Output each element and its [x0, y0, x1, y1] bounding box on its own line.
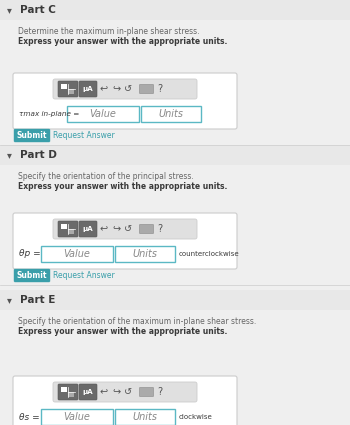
FancyBboxPatch shape	[14, 129, 50, 142]
Text: Value: Value	[90, 109, 117, 119]
FancyBboxPatch shape	[13, 73, 237, 129]
FancyBboxPatch shape	[58, 81, 78, 97]
Bar	[61, 387, 67, 392]
Bar	[61, 224, 67, 229]
Bar	[0, 20, 350, 145]
Text: ↩: ↩	[100, 84, 108, 94]
Text: ↩: ↩	[100, 224, 108, 234]
Text: Part D: Part D	[20, 150, 57, 160]
Text: ↪: ↪	[112, 387, 120, 397]
Text: Express your answer with the appropriate units.: Express your answer with the appropriate…	[18, 37, 228, 45]
Text: ↪: ↪	[112, 224, 120, 234]
FancyBboxPatch shape	[13, 213, 237, 269]
Bar	[115, 246, 175, 262]
Bar	[68, 229, 74, 234]
Text: Specify the orientation of the maximum in-plane shear stress.: Specify the orientation of the maximum i…	[18, 317, 256, 326]
Text: μA: μA	[83, 86, 93, 92]
Text: Value: Value	[64, 412, 90, 422]
FancyBboxPatch shape	[14, 269, 50, 282]
FancyBboxPatch shape	[58, 384, 78, 400]
FancyBboxPatch shape	[140, 388, 154, 397]
Bar	[68, 392, 74, 397]
FancyBboxPatch shape	[53, 79, 197, 99]
Text: Request Answer: Request Answer	[53, 271, 115, 280]
FancyBboxPatch shape	[53, 219, 197, 239]
FancyBboxPatch shape	[140, 85, 154, 94]
Text: Part C: Part C	[20, 5, 56, 15]
FancyBboxPatch shape	[79, 81, 97, 97]
Text: Part E: Part E	[20, 295, 55, 305]
FancyBboxPatch shape	[140, 224, 154, 233]
Bar	[0, 310, 350, 425]
Text: counterclockwise: counterclockwise	[179, 251, 240, 257]
FancyBboxPatch shape	[79, 384, 97, 400]
Text: Submit: Submit	[17, 131, 47, 140]
Bar	[68, 89, 74, 94]
Text: ↺: ↺	[124, 387, 132, 397]
Text: Request Answer: Request Answer	[53, 131, 115, 140]
Text: ↺: ↺	[124, 224, 132, 234]
Text: ▾: ▾	[7, 295, 12, 305]
Text: ?: ?	[158, 84, 162, 94]
Text: ▾: ▾	[7, 150, 12, 160]
Text: μA: μA	[83, 226, 93, 232]
Bar	[41, 246, 113, 262]
Text: Units: Units	[133, 249, 158, 259]
FancyBboxPatch shape	[13, 376, 237, 425]
Text: ?: ?	[158, 224, 162, 234]
Text: ▾: ▾	[7, 5, 12, 15]
Text: μA: μA	[83, 389, 93, 395]
Bar	[67, 106, 139, 122]
FancyBboxPatch shape	[53, 382, 197, 402]
Text: θs =: θs =	[19, 413, 40, 422]
Bar	[0, 0, 350, 20]
Text: Express your answer with the appropriate units.: Express your answer with the appropriate…	[18, 181, 228, 190]
Text: clockwise: clockwise	[179, 414, 213, 420]
Text: ↪: ↪	[112, 84, 120, 94]
Text: τmax in-plane =: τmax in-plane =	[19, 111, 79, 117]
Text: Value: Value	[64, 249, 90, 259]
FancyBboxPatch shape	[58, 221, 78, 237]
Text: ↺: ↺	[124, 84, 132, 94]
FancyBboxPatch shape	[79, 221, 97, 237]
Bar	[141, 106, 201, 122]
Text: θp =: θp =	[19, 249, 41, 258]
Bar	[0, 165, 350, 285]
Text: Express your answer with the appropriate units.: Express your answer with the appropriate…	[18, 326, 228, 335]
Text: Determine the maximum in-plane shear stress.: Determine the maximum in-plane shear str…	[18, 26, 199, 36]
Bar	[0, 290, 350, 310]
Text: Specify the orientation of the principal stress.: Specify the orientation of the principal…	[18, 172, 194, 181]
Text: Submit: Submit	[17, 271, 47, 280]
Text: Units: Units	[133, 412, 158, 422]
Bar	[61, 84, 67, 89]
Bar	[115, 409, 175, 425]
Text: ?: ?	[158, 387, 162, 397]
Text: ↩: ↩	[100, 387, 108, 397]
Text: Units: Units	[159, 109, 183, 119]
Bar	[41, 409, 113, 425]
Bar	[0, 145, 350, 165]
